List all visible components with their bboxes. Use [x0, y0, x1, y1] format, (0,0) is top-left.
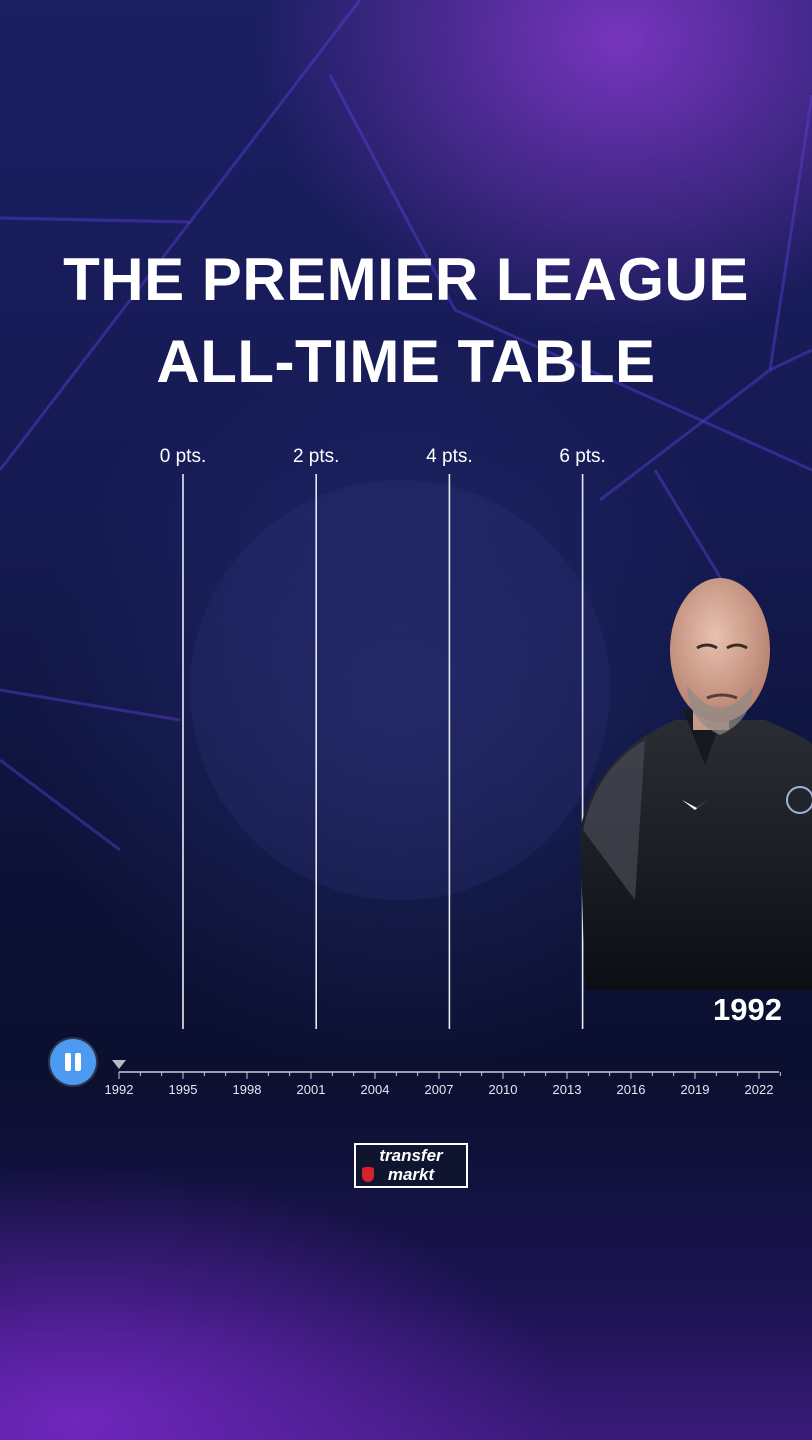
points-chart: 0 pts. 2 pts. 4 pts. 6 pts.: [160, 446, 606, 1029]
timeline-year-label[interactable]: 2016: [617, 1082, 646, 1097]
logo-line-1: transfer: [379, 1146, 443, 1165]
timeline-playhead[interactable]: [112, 1060, 126, 1069]
timeline-year-label[interactable]: 2010: [489, 1082, 518, 1097]
timeline-year-label[interactable]: 2007: [425, 1082, 454, 1097]
current-year-readout: 1992: [713, 992, 782, 1027]
manager-photo: [580, 578, 812, 990]
timeline-year-label[interactable]: 2022: [745, 1082, 774, 1097]
x-tick-label: 2 pts.: [293, 446, 339, 467]
timeline-year-label[interactable]: 2004: [361, 1082, 390, 1097]
page-title-line-1: THE PREMIER LEAGUE: [63, 246, 749, 313]
timeline-year-label[interactable]: 1992: [105, 1082, 134, 1097]
timeline-year-label[interactable]: 1998: [233, 1082, 262, 1097]
pause-button[interactable]: [50, 1039, 96, 1085]
timeline-year-label[interactable]: 2001: [297, 1082, 326, 1097]
timeline-year-label[interactable]: 1995: [169, 1082, 198, 1097]
timeline-year-label[interactable]: 2013: [553, 1082, 582, 1097]
logo-line-2: markt: [387, 1165, 435, 1184]
timeline-year-label[interactable]: 2019: [681, 1082, 710, 1097]
year-timeline[interactable]: 1992 1995 1998 2001 2004 2007 2010 2013 2016 2019…: [0, 0, 812, 1110]
x-tick-label: 0 pts.: [160, 446, 206, 467]
transfermarkt-logo: transfer markt: [354, 1143, 468, 1188]
x-tick-label: 6 pts.: [559, 446, 605, 467]
page-title-line-2: ALL-TIME TABLE: [156, 328, 656, 395]
x-tick-label: 4 pts.: [426, 446, 472, 467]
